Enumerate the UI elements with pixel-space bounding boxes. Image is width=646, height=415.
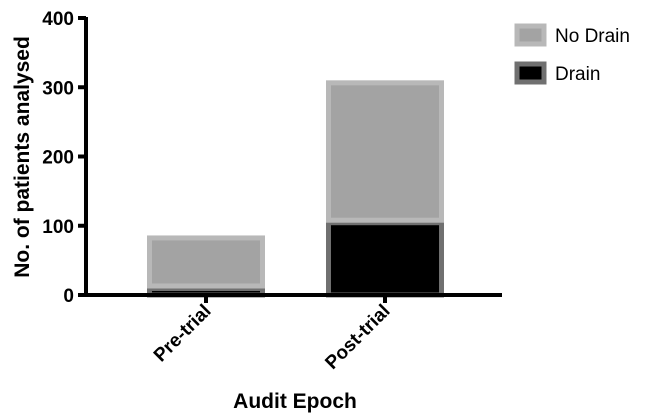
y-tick-label: 0: [63, 286, 74, 307]
legend: No Drain Drain: [514, 23, 630, 85]
bar-post-trial-no-drain: [326, 80, 444, 223]
y-tick-label: 200: [42, 148, 74, 169]
x-axis-label: Audit Epoch: [233, 390, 357, 413]
legend-label-drain: Drain: [555, 64, 600, 85]
bars-group: [147, 80, 444, 298]
legend-swatch-no-drain: [514, 23, 547, 47]
bar-post-trial-drain: [326, 220, 444, 298]
y-ticks-group: 0 100 200 300 400: [42, 9, 86, 307]
x-tick-label-pre-trial: Pre-trial: [150, 301, 216, 367]
legend-swatch-drain: [514, 61, 547, 85]
legend-label-no-drain: No Drain: [555, 26, 630, 47]
x-tick-label-post-trial: Post-trial: [321, 301, 394, 374]
y-tick-label: 400: [42, 9, 74, 30]
y-axis-label: No. of patients analysed: [11, 36, 34, 278]
x-ticks-group: Pre-trial Post-trial: [150, 295, 395, 374]
bar-pre-trial-no-drain: [147, 235, 265, 289]
y-tick-label: 300: [42, 78, 74, 99]
y-tick-label: 100: [42, 217, 74, 238]
